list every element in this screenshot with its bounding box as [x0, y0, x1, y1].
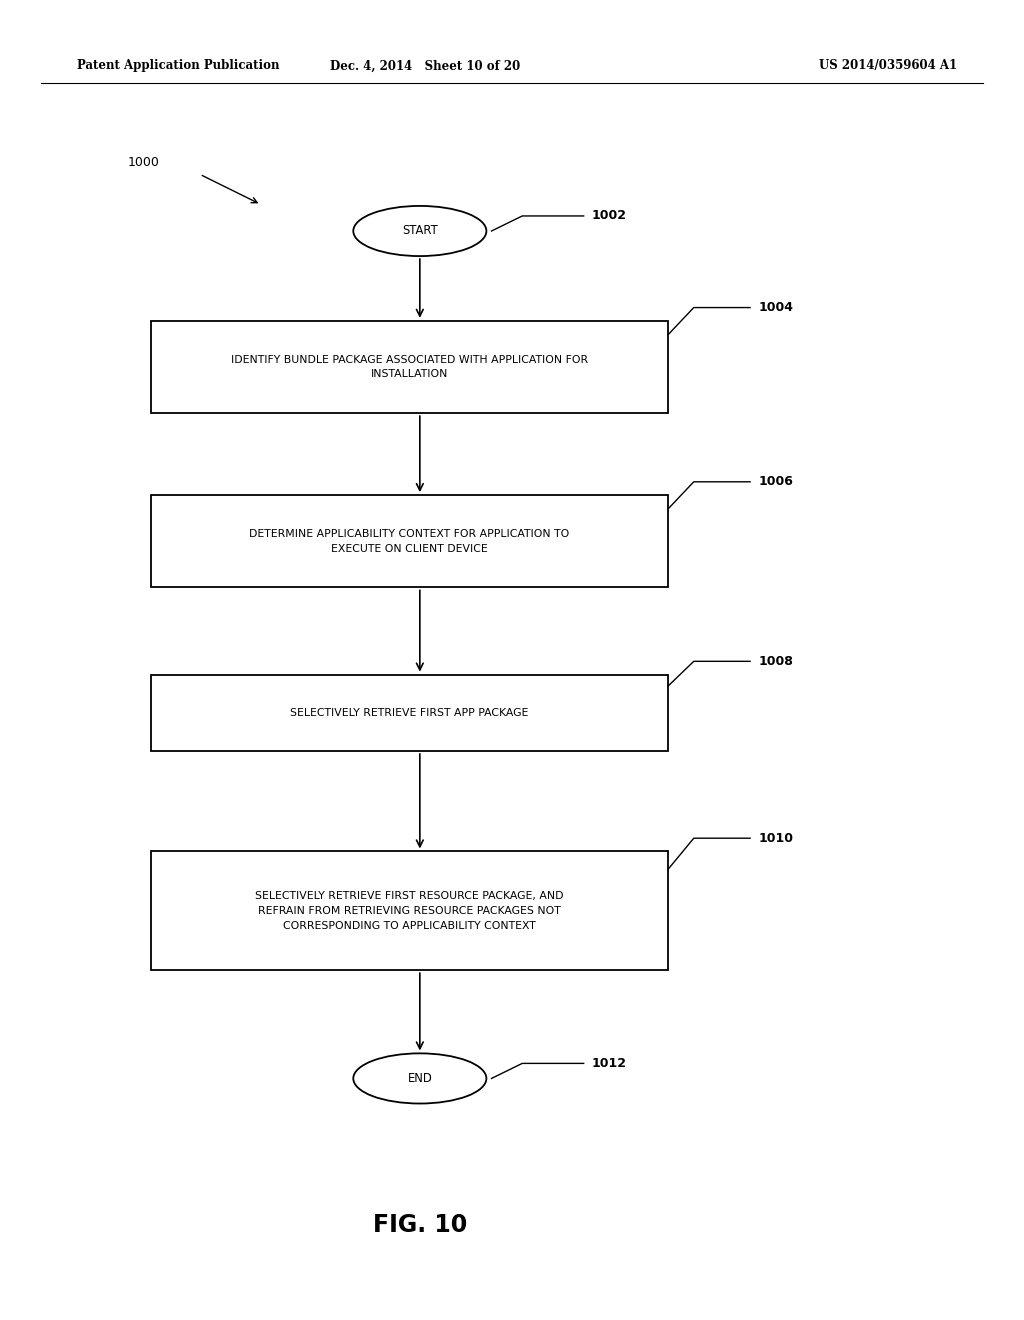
Text: US 2014/0359604 A1: US 2014/0359604 A1	[819, 59, 957, 73]
Bar	[152, 495, 669, 587]
Text: 1010: 1010	[759, 832, 794, 845]
Bar	[152, 675, 669, 751]
Text: Patent Application Publication: Patent Application Publication	[77, 59, 280, 73]
Text: SELECTIVELY RETRIEVE FIRST RESOURCE PACKAGE, AND
REFRAIN FROM RETRIEVING RESOURC: SELECTIVELY RETRIEVE FIRST RESOURCE PACK…	[255, 891, 564, 931]
Ellipse shape	[353, 206, 486, 256]
Text: 1006: 1006	[759, 475, 794, 488]
Text: FIG. 10: FIG. 10	[373, 1213, 467, 1237]
Text: 1002: 1002	[592, 210, 627, 223]
Text: END: END	[408, 1072, 432, 1085]
Text: DETERMINE APPLICABILITY CONTEXT FOR APPLICATION TO
EXECUTE ON CLIENT DEVICE: DETERMINE APPLICABILITY CONTEXT FOR APPL…	[250, 529, 569, 553]
Text: 1012: 1012	[592, 1057, 627, 1071]
Text: 1004: 1004	[759, 301, 794, 314]
Bar	[152, 851, 669, 970]
Text: Dec. 4, 2014   Sheet 10 of 20: Dec. 4, 2014 Sheet 10 of 20	[330, 59, 520, 73]
Ellipse shape	[353, 1053, 486, 1104]
Text: 1000: 1000	[128, 156, 160, 169]
Text: 1008: 1008	[759, 655, 794, 668]
Text: IDENTIFY BUNDLE PACKAGE ASSOCIATED WITH APPLICATION FOR
INSTALLATION: IDENTIFY BUNDLE PACKAGE ASSOCIATED WITH …	[231, 355, 588, 379]
Text: START: START	[402, 224, 437, 238]
Text: SELECTIVELY RETRIEVE FIRST APP PACKAGE: SELECTIVELY RETRIEVE FIRST APP PACKAGE	[291, 708, 528, 718]
Bar	[152, 321, 669, 413]
